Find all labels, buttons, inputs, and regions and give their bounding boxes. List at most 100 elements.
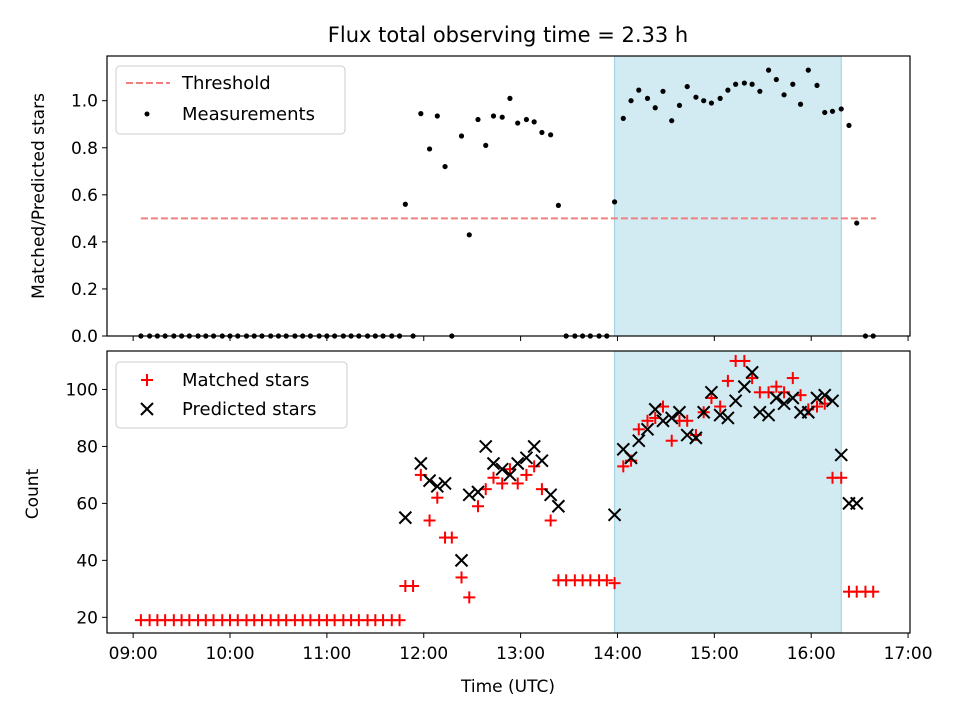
matched-star-point xyxy=(455,571,468,584)
predicted-star-point xyxy=(503,468,517,482)
measurement-point xyxy=(548,132,554,138)
predicted-b xyxy=(430,479,445,494)
matched-star-point xyxy=(770,380,783,393)
predicted-b xyxy=(769,391,784,405)
predicted-star-point xyxy=(728,394,743,408)
measurement-point xyxy=(773,76,779,83)
predicted-star-point xyxy=(640,422,655,437)
legend-measurements-label: Measurements xyxy=(182,104,315,125)
bottom-ytick-label: 60 xyxy=(76,494,98,514)
measurement-point xyxy=(426,146,433,152)
measurement-point xyxy=(490,113,497,119)
measurement-point xyxy=(741,80,747,86)
predicted-b xyxy=(737,379,752,394)
xtick-label: 17:00 xyxy=(884,644,933,664)
predicted-b xyxy=(680,428,694,442)
predicted-b xyxy=(656,414,670,428)
measurement-point xyxy=(693,94,699,100)
bottom-legend: Matched stars Predicted stars xyxy=(115,361,348,429)
predicted-star-point xyxy=(818,388,832,402)
predicted-star-point xyxy=(713,408,727,422)
predicted-star-point xyxy=(414,456,428,471)
top-ytick-label: 0.6 xyxy=(71,186,98,206)
matched-star-point xyxy=(511,477,524,490)
measurement-point xyxy=(701,98,707,104)
xtick-label: 15:00 xyxy=(690,644,739,664)
measurement-point xyxy=(466,232,472,238)
bottom-ytick-label: 80 xyxy=(76,437,98,457)
predicted-star-point xyxy=(769,391,784,405)
matched-star-point xyxy=(665,434,678,447)
predicted-star-point xyxy=(704,385,719,400)
predicted-b xyxy=(640,422,655,437)
predicted-b xyxy=(527,439,541,454)
predicted-star-point xyxy=(624,451,638,465)
predicted-b xyxy=(438,476,452,491)
measurement-point xyxy=(499,114,505,120)
predicted-star-point xyxy=(801,405,816,419)
predicted-star-point xyxy=(551,499,566,513)
predicted-b xyxy=(398,510,413,525)
predicted-star-point xyxy=(672,405,687,419)
measurement-point xyxy=(644,95,651,101)
predicted-star-point xyxy=(737,379,752,394)
measurement-point xyxy=(725,87,731,93)
predicted-star-point xyxy=(398,510,413,525)
predicted-star-point xyxy=(834,448,848,462)
top-ylabel: Matched/Predicted stars xyxy=(29,93,49,299)
predicted-b xyxy=(801,405,816,419)
predicted-star-point xyxy=(486,456,501,471)
predicted-star-point xyxy=(543,488,558,502)
predicted-b xyxy=(519,451,534,465)
predicted-b xyxy=(454,553,469,568)
matched-star-point xyxy=(445,531,458,544)
matched-star-point xyxy=(407,580,420,592)
predicted-b xyxy=(761,408,776,422)
measurement-point xyxy=(757,88,763,94)
matched-star-point xyxy=(786,372,799,385)
predicted-b xyxy=(745,365,759,380)
predicted-b xyxy=(543,488,558,502)
matched-star-point xyxy=(520,468,533,481)
measurement-point xyxy=(636,87,642,93)
top-ytick-label: 0.2 xyxy=(71,280,98,300)
predicted-star-point xyxy=(721,411,735,425)
predicted-b xyxy=(850,496,864,511)
matched-star-point xyxy=(496,477,509,490)
measurement-point xyxy=(669,118,675,124)
measurement-point xyxy=(434,113,440,119)
predicted-b xyxy=(510,456,525,471)
predicted-star-point xyxy=(479,439,493,454)
measurement-point xyxy=(660,88,666,94)
top-axes-frame xyxy=(106,55,911,337)
predicted-b xyxy=(632,434,646,448)
xtick-label: 16:00 xyxy=(787,644,836,664)
matched-star-point xyxy=(423,514,436,527)
matched-star-point xyxy=(705,392,718,404)
predicted-star-point xyxy=(761,408,776,422)
predicted-star-point xyxy=(777,396,791,411)
measurement-point xyxy=(717,95,723,101)
predicted-star-point xyxy=(825,394,840,408)
measurement-point xyxy=(628,98,634,104)
measurement-point xyxy=(781,92,787,98)
matched-star-point xyxy=(835,471,848,484)
measurement-point xyxy=(733,81,739,87)
measurement-point xyxy=(620,115,626,121)
measurement-point xyxy=(611,199,618,205)
predicted-b xyxy=(624,451,638,465)
matched-star-point xyxy=(393,614,406,627)
top-legend: Threshold Measurements xyxy=(115,65,346,135)
top-legend-box xyxy=(115,65,346,135)
predicted-star-point xyxy=(696,405,711,419)
matched-star-point xyxy=(746,372,759,385)
predicted-star-point xyxy=(510,456,525,471)
predicted-b xyxy=(704,385,719,400)
predicted-star-point xyxy=(535,453,549,468)
predicted-star-point xyxy=(810,391,824,405)
top-panel: 0.0 0.2 0.4 0.6 0.8 1.0 xyxy=(71,55,911,347)
predicted-star-point xyxy=(648,402,662,417)
measurement-point xyxy=(531,119,537,125)
measurement-point xyxy=(555,202,561,209)
measurement-point xyxy=(684,83,690,90)
